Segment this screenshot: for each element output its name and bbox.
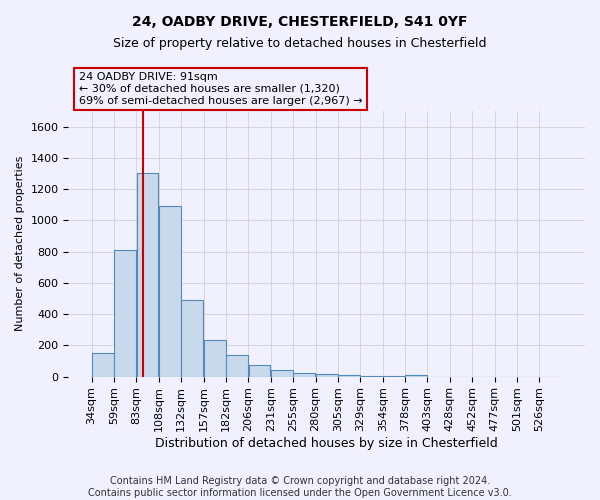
Bar [204,340,226,376]
Bar [181,300,203,376]
X-axis label: Distribution of detached houses by size in Chesterfield: Distribution of detached houses by size … [155,437,498,450]
Bar [226,356,248,376]
Bar [271,370,293,376]
Bar [406,374,427,376]
Bar [92,353,113,376]
Bar [114,250,136,376]
Y-axis label: Number of detached properties: Number of detached properties [15,156,25,332]
Text: 24 OADBY DRIVE: 91sqm
← 30% of detached houses are smaller (1,320)
69% of semi-d: 24 OADBY DRIVE: 91sqm ← 30% of detached … [79,72,362,106]
Text: Size of property relative to detached houses in Chesterfield: Size of property relative to detached ho… [113,38,487,51]
Bar [159,206,181,376]
Text: 24, OADBY DRIVE, CHESTERFIELD, S41 0YF: 24, OADBY DRIVE, CHESTERFIELD, S41 0YF [132,15,468,29]
Text: Contains HM Land Registry data © Crown copyright and database right 2024.
Contai: Contains HM Land Registry data © Crown c… [88,476,512,498]
Bar [293,374,315,376]
Bar [137,174,158,376]
Bar [248,365,271,376]
Bar [316,374,338,376]
